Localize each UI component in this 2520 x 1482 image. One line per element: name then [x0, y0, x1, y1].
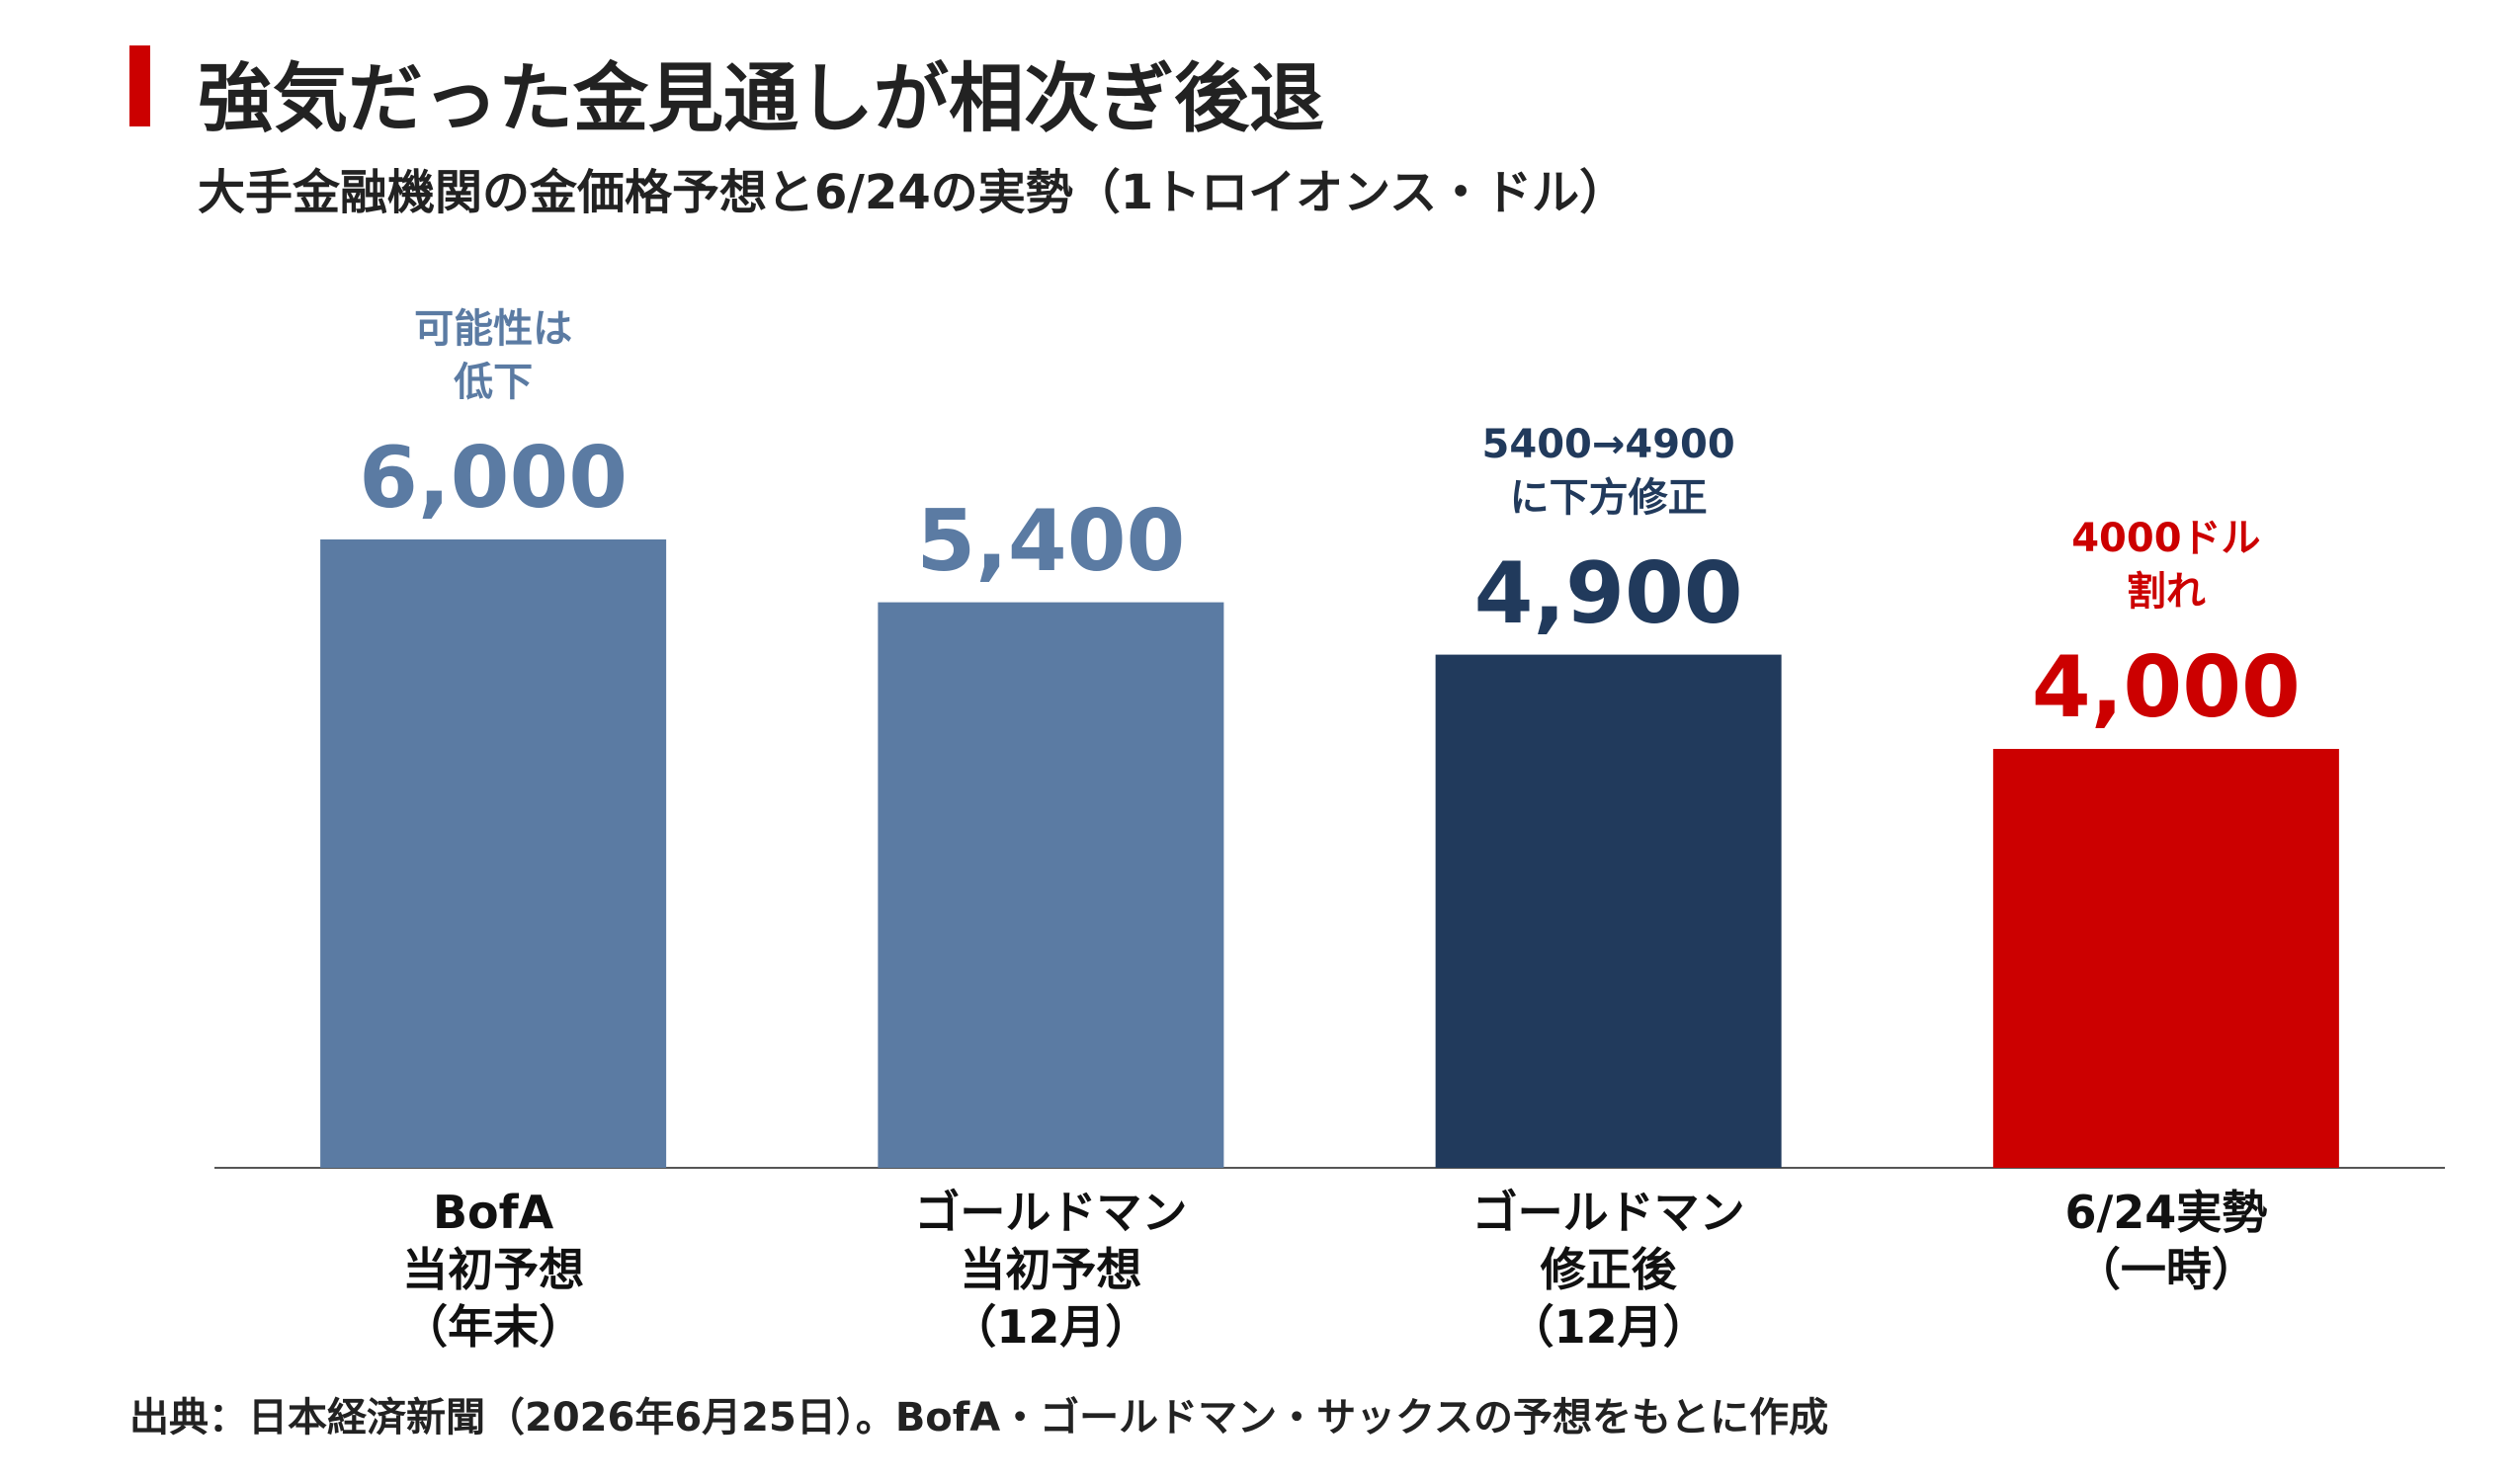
bar: [1435, 654, 1782, 1168]
value-label: 5,400: [916, 491, 1186, 591]
chart-subtitle: 大手金融機関の金価格予想と6/24の実勢（1トロイオンス・ドル）: [198, 165, 1628, 220]
bar: [878, 602, 1224, 1168]
x-tick-label: ゴールドマン 修正後 （12月）: [1471, 1186, 1745, 1354]
source-note: 出典：日本経済新聞（2026年6月25日）。BofA・ゴールドマン・サックスの予…: [129, 1395, 1829, 1441]
annotation: 4000ドル 割れ: [2071, 516, 2261, 615]
value-label: 4,000: [2031, 638, 2301, 737]
chart-title: 強気だった金見通しが相次ぎ後退: [198, 54, 1324, 142]
value-label: 6,000: [359, 429, 629, 528]
annotation: 5400→4900 に下方修正: [1481, 421, 1735, 521]
x-tick-label: ゴールドマン 当初予想 （12月）: [914, 1186, 1188, 1354]
bar: [1992, 749, 2339, 1168]
x-tick-label: BofA 当初予想 （年末）: [402, 1186, 585, 1354]
value-label: 4,900: [1473, 543, 1743, 643]
bar: [320, 539, 667, 1168]
title-accent: [129, 45, 150, 126]
annotation: 可能性は 低下: [414, 306, 573, 405]
x-tick-label: 6/24実勢 （一時）: [2064, 1186, 2268, 1296]
